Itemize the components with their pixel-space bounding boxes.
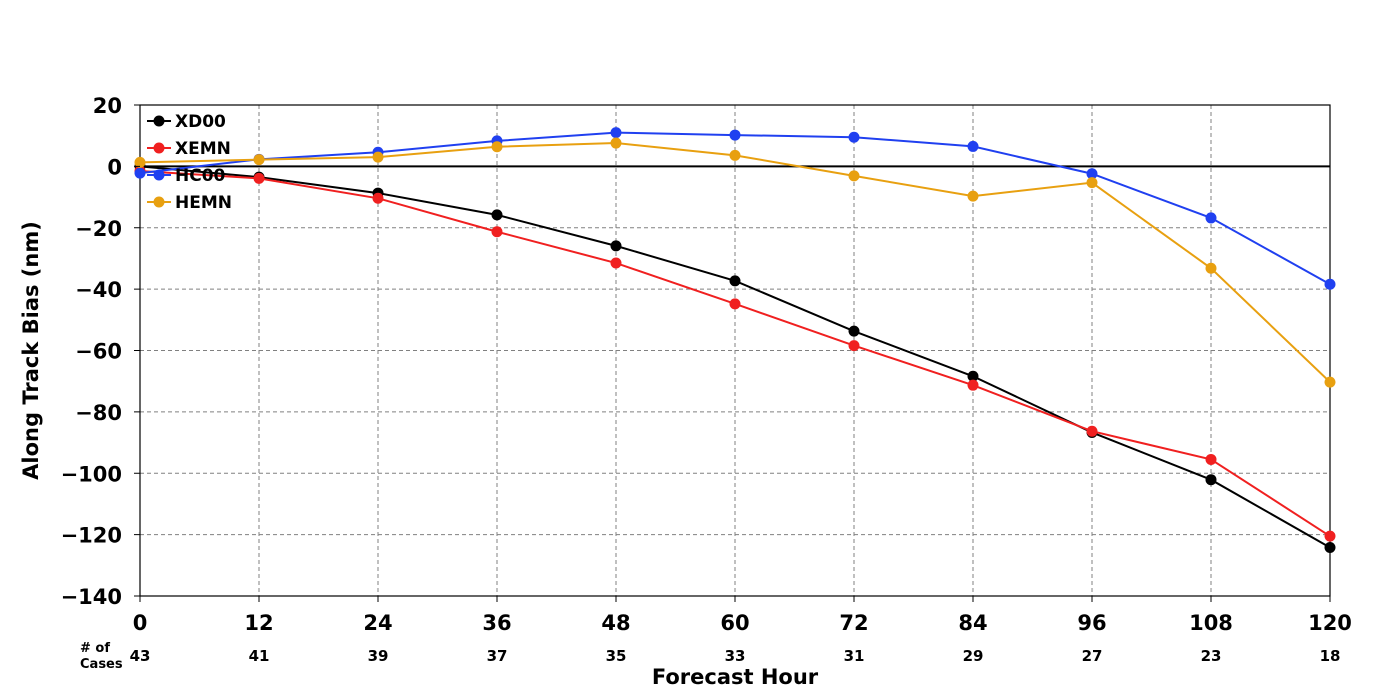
- legend: XD00 XEMN HC00 HEMN: [147, 112, 232, 213]
- case-count-label: 33: [725, 647, 746, 665]
- case-count-label: 43: [130, 647, 151, 665]
- y-tick-label: −120: [61, 524, 122, 548]
- data-point-hc00: [134, 167, 146, 179]
- legend-item-xd00: XD00: [147, 112, 226, 132]
- case-count-label: 18: [1320, 647, 1341, 665]
- y-tick-label: 0: [107, 155, 122, 179]
- case-counts: 43 41 39 37 35 33 31 29 27 23 18: [130, 647, 1341, 665]
- y-axis-title: Along Track Bias (nm): [19, 221, 43, 480]
- y-tick-label: −60: [75, 340, 122, 364]
- series-hc00: [134, 127, 1336, 290]
- data-point-xemn: [253, 172, 265, 184]
- data-point-hemn: [372, 151, 384, 163]
- x-tick-label: 60: [720, 611, 749, 635]
- y-tick-label: −80: [75, 401, 122, 425]
- data-point-hemn: [1205, 262, 1217, 274]
- y-tick-label: 20: [93, 94, 122, 118]
- data-point-xd00: [848, 325, 860, 337]
- legend-item-xemn: XEMN: [147, 139, 231, 159]
- legend-label-xd00: XD00: [175, 112, 226, 132]
- y-tick-label: −40: [75, 278, 122, 302]
- series-xemn: [134, 165, 1336, 542]
- data-point-hc00: [1205, 212, 1217, 224]
- legend-label-hemn: HEMN: [175, 193, 232, 213]
- x-tick-label: 84: [958, 611, 987, 635]
- data-point-xemn: [1205, 453, 1217, 465]
- x-tick-label: 0: [133, 611, 148, 635]
- data-point-hemn: [1086, 177, 1098, 189]
- data-point-hemn: [610, 137, 622, 149]
- y-tick-label: −100: [61, 462, 122, 486]
- data-point-xd00: [1205, 474, 1217, 486]
- legend-marker-xemn: [153, 142, 165, 154]
- data-point-hc00: [610, 127, 622, 139]
- y-tick-label: −140: [61, 585, 122, 609]
- data-point-hc00: [848, 131, 860, 143]
- x-tick-label: 12: [244, 611, 273, 635]
- data-point-xd00: [967, 370, 979, 382]
- case-count-label: 39: [368, 647, 389, 665]
- cases-caption-line1: # of: [80, 641, 110, 656]
- grid: [140, 105, 1330, 596]
- data-point-xemn: [610, 257, 622, 269]
- cases-caption-line2: Cases: [80, 657, 123, 672]
- data-point-xemn: [372, 192, 384, 204]
- data-point-xd00: [491, 209, 503, 221]
- data-point-hemn: [134, 156, 146, 168]
- x-tick-label: 120: [1308, 611, 1352, 635]
- data-point-hc00: [1086, 168, 1098, 180]
- x-axis-ticks: 0 12 24 36 48 60 72 84 96 108 120: [133, 596, 1352, 635]
- x-tick-label: 96: [1077, 611, 1106, 635]
- data-point-hc00: [729, 129, 741, 141]
- data-point-xd00: [729, 275, 741, 287]
- x-axis-title: Forecast Hour: [652, 665, 819, 689]
- series-hemn: [134, 137, 1336, 388]
- data-point-xemn: [491, 226, 503, 238]
- data-point-xd00: [610, 240, 622, 252]
- y-tick-label: −20: [75, 217, 122, 241]
- data-point-xd00: [1324, 542, 1336, 554]
- legend-marker-xd00: [153, 115, 165, 127]
- data-point-hemn: [491, 141, 503, 153]
- case-count-label: 41: [249, 647, 270, 665]
- case-count-label: 29: [963, 647, 984, 665]
- x-tick-label: 72: [839, 611, 868, 635]
- data-point-hc00: [1324, 278, 1336, 290]
- data-point-xemn: [729, 298, 741, 310]
- case-count-label: 35: [606, 647, 627, 665]
- case-count-label: 23: [1201, 647, 1222, 665]
- series-lines: [134, 127, 1336, 554]
- legend-marker-hc00: [153, 169, 165, 181]
- x-tick-label: 108: [1189, 611, 1233, 635]
- data-point-hc00: [967, 140, 979, 152]
- data-point-xemn: [1086, 425, 1098, 437]
- case-count-label: 31: [844, 647, 865, 665]
- legend-marker-hemn: [153, 196, 165, 208]
- data-point-hemn: [729, 149, 741, 161]
- legend-item-hemn: HEMN: [147, 193, 232, 213]
- y-axis-ticks: 20 0 −20 −40 −60 −80 −100 −120 −140: [61, 94, 140, 609]
- data-point-xemn: [1324, 530, 1336, 542]
- legend-item-hc00: HC00: [147, 166, 226, 186]
- data-point-hemn: [848, 170, 860, 182]
- data-point-xemn: [848, 340, 860, 352]
- legend-label-hc00: HC00: [175, 166, 226, 186]
- data-point-hemn: [1324, 376, 1336, 388]
- case-count-label: 37: [487, 647, 508, 665]
- x-tick-label: 36: [482, 611, 511, 635]
- x-tick-label: 48: [601, 611, 630, 635]
- case-count-label: 27: [1082, 647, 1103, 665]
- x-tick-label: 24: [363, 611, 392, 635]
- data-point-hemn: [967, 190, 979, 202]
- data-point-xemn: [967, 379, 979, 391]
- legend-label-xemn: XEMN: [175, 139, 231, 159]
- data-point-hemn: [253, 154, 265, 166]
